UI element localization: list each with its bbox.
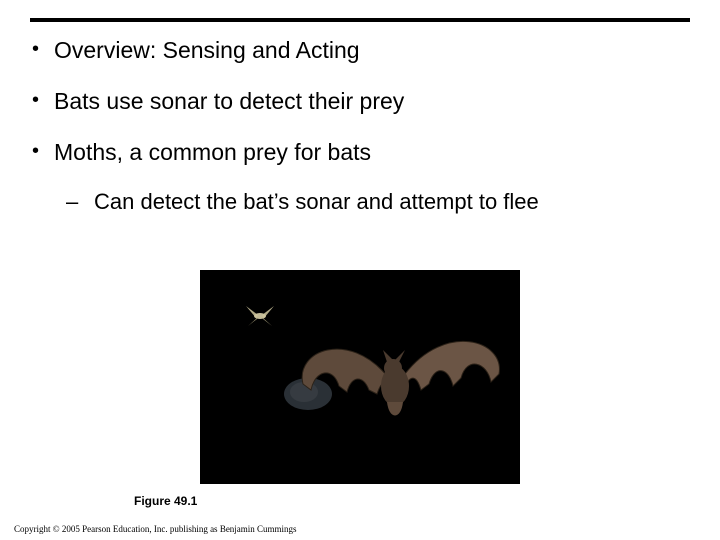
content-area: • Overview: Sensing and Acting • Bats us… [30,36,690,234]
bullet-text: Moths, a common prey for bats [54,138,371,167]
bullet-item: • Bats use sonar to detect their prey [30,87,690,116]
figure-image [200,270,520,484]
bullet-dot-icon: • [30,138,54,164]
copyright-text: Copyright © 2005 Pearson Education, Inc.… [14,524,297,534]
sub-bullet-text: Can detect the bat’s sonar and attempt t… [94,188,539,216]
horizontal-rule [30,18,690,22]
slide: • Overview: Sensing and Acting • Bats us… [0,0,720,540]
figure-label: Figure 49.1 [134,494,197,508]
bullet-text: Bats use sonar to detect their prey [54,87,404,116]
bullet-dot-icon: • [30,36,54,62]
bullet-dot-icon: • [30,87,54,113]
bullet-text: Overview: Sensing and Acting [54,36,360,65]
bullet-dash-icon: – [66,188,94,216]
sub-bullet-item: – Can detect the bat’s sonar and attempt… [66,188,690,216]
bullet-item: • Moths, a common prey for bats [30,138,690,167]
figure-container [0,270,720,489]
bullet-item: • Overview: Sensing and Acting [30,36,690,65]
